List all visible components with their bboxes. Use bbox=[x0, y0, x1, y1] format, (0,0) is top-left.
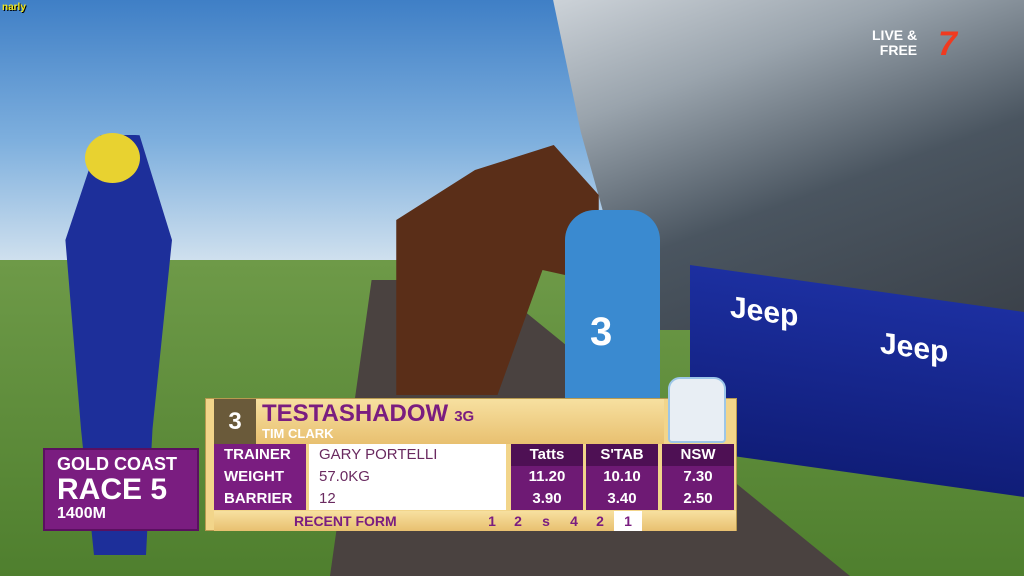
race-info-box: GOLD COAST RACE 5 1400M bbox=[43, 448, 199, 531]
race-distance: 1400M bbox=[57, 505, 106, 522]
form-item-latest: 1 bbox=[614, 511, 642, 531]
odds-header-nsw: NSW bbox=[662, 444, 734, 466]
jockey-name: TIM CLARK bbox=[262, 426, 334, 441]
form-item: 2 bbox=[514, 513, 522, 529]
odds-win-stab: 10.10 bbox=[586, 466, 658, 488]
live-text: LIVE & bbox=[872, 27, 918, 43]
yellow-hat bbox=[85, 133, 140, 183]
odds-win-nsw: 7.30 bbox=[662, 466, 734, 488]
odds-place-stab: 3.40 bbox=[586, 488, 658, 510]
form-item: s bbox=[542, 513, 550, 529]
trainer-value: GARY PORTELLI bbox=[309, 444, 506, 466]
free-text: FREE bbox=[879, 42, 918, 58]
odds-place-nsw: 2.50 bbox=[662, 488, 734, 510]
network-tag: narly bbox=[2, 2, 26, 13]
horse-name-text: TESTASHADOW bbox=[262, 400, 449, 427]
barrier-value: 12 bbox=[309, 488, 506, 510]
form-item: 4 bbox=[570, 513, 578, 529]
odds-header-stab: S'TAB bbox=[586, 444, 658, 466]
live-free-badge: LIVE & FREE bbox=[872, 28, 917, 58]
barrier-label: BARRIER bbox=[214, 488, 306, 510]
runner-header bbox=[214, 399, 664, 444]
odds-header-tatts: Tatts bbox=[511, 444, 583, 466]
channel-seven-logo: 7 bbox=[938, 25, 957, 63]
form-item: 2 bbox=[596, 513, 604, 529]
horse-name: TESTASHADOW 3G bbox=[262, 400, 474, 428]
handler-figure: 3 bbox=[565, 210, 660, 400]
race-number: RACE 5 bbox=[57, 473, 168, 506]
runner-info-panel: 3 TESTASHADOW 3G TIM CLARK TRAINER GARY P… bbox=[205, 377, 737, 531]
form-item: 1 bbox=[488, 513, 496, 529]
odds-win-tatts: 11.20 bbox=[511, 466, 583, 488]
recent-form-bar: RECENT FORM 1 2 s 4 2 1 bbox=[214, 511, 736, 531]
age-sex: 3G bbox=[454, 408, 475, 425]
venue: GOLD COAST bbox=[57, 454, 177, 474]
odds-place-tatts: 3.90 bbox=[511, 488, 583, 510]
jockey-silks-icon bbox=[668, 377, 726, 443]
weight-label: WEIGHT bbox=[214, 466, 306, 488]
saddlecloth-number: 3 bbox=[590, 310, 613, 354]
banner-text: Jeep bbox=[880, 326, 949, 370]
recent-form-label: RECENT FORM bbox=[294, 513, 397, 529]
weight-value: 57.0KG bbox=[309, 466, 506, 488]
runner-number: 3 bbox=[214, 399, 256, 444]
trainer-label: TRAINER bbox=[214, 444, 306, 466]
banner-text: Jeep bbox=[730, 290, 799, 334]
